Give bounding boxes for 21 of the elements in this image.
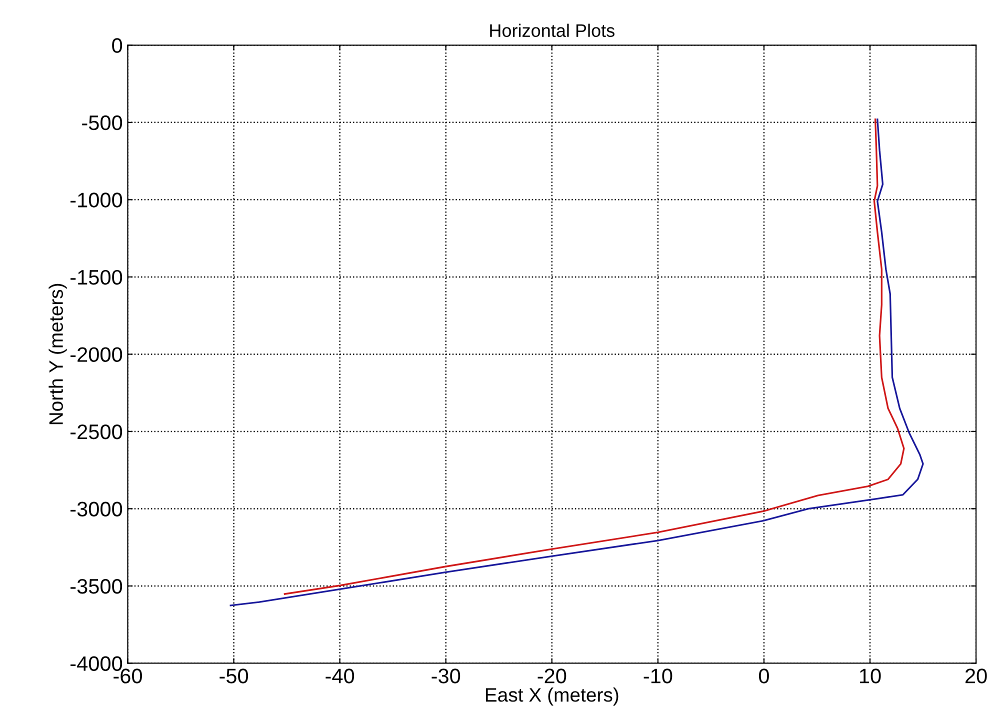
x-tick-label: -20 <box>538 668 566 684</box>
x-tick-label: -40 <box>326 668 354 684</box>
y-tick-label: -500 <box>82 115 122 130</box>
y-axis-title: North Y (meters) <box>48 284 67 424</box>
chart-title: Horizontal Plots <box>490 24 614 38</box>
x-tick-label: -50 <box>220 668 248 684</box>
y-tick-label: -4000 <box>70 656 122 671</box>
x-tick-label: -60 <box>114 668 142 684</box>
x-tick-label: 10 <box>860 668 881 684</box>
y-tick-label: -2500 <box>70 424 122 440</box>
y-tick-label: -3000 <box>70 502 122 516</box>
y-tick-label: 0 <box>112 38 122 53</box>
y-tick-label: -3500 <box>70 578 122 594</box>
y-tick-label: -1000 <box>70 192 122 208</box>
x-axis-title: East X (meters) <box>486 688 618 706</box>
x-tick-label: -30 <box>432 668 460 684</box>
y-tick-label: -1500 <box>70 270 122 285</box>
x-tick-label: 0 <box>758 668 769 684</box>
x-tick-label: 20 <box>966 668 987 684</box>
x-tick-label: -10 <box>644 668 672 684</box>
y-tick-label: -2000 <box>70 347 122 362</box>
